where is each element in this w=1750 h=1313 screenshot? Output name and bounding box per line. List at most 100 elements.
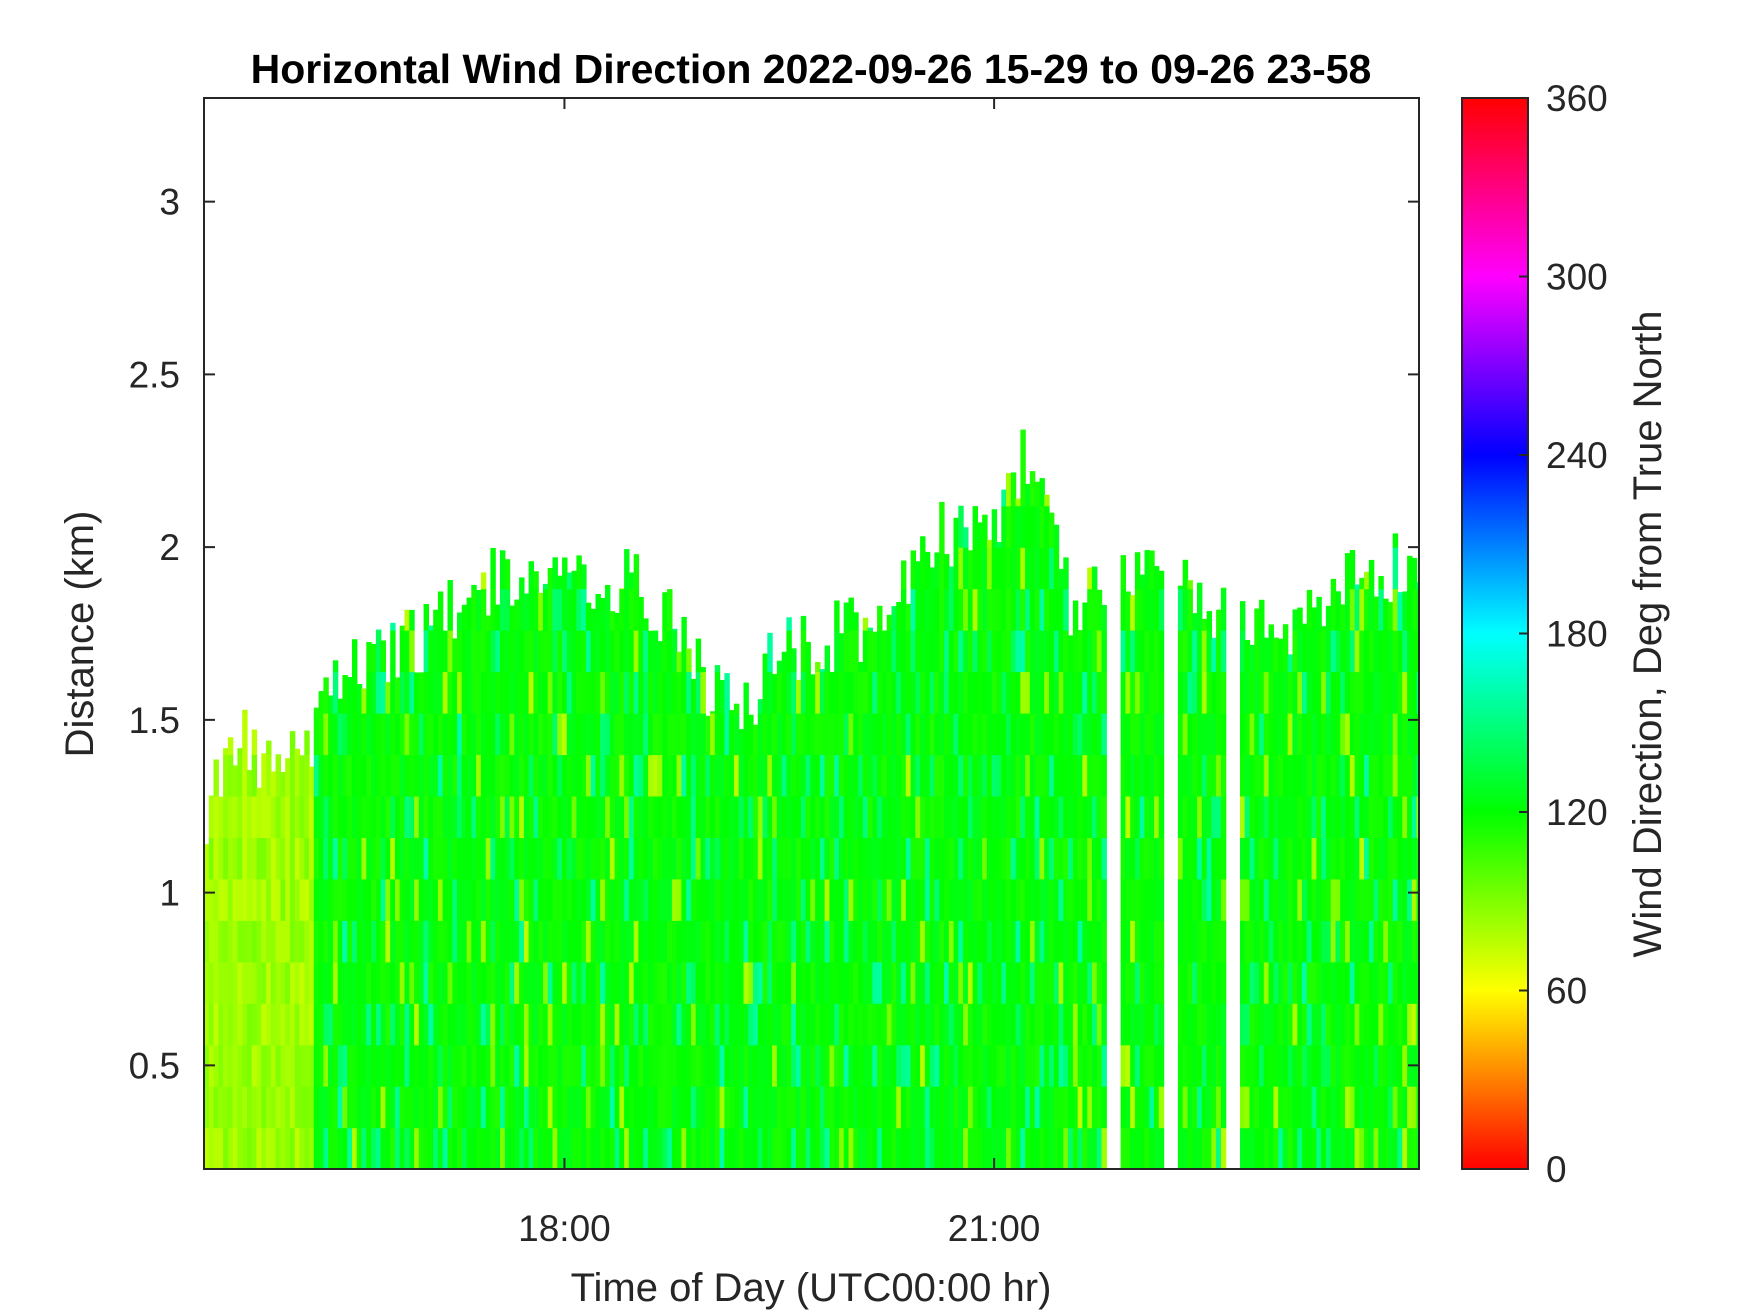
heatmap-cell [815, 961, 821, 1004]
heatmap-cell [514, 961, 520, 1004]
heatmap-cell [490, 878, 496, 921]
heatmap-cell [977, 671, 983, 714]
heatmap-cell [700, 1086, 706, 1129]
heatmap-cell [1197, 630, 1203, 673]
heatmap-cell [1201, 671, 1208, 714]
heatmap-cell [461, 878, 468, 921]
heatmap-cell [294, 748, 301, 755]
heatmap-cell [261, 754, 267, 797]
heatmap-cell [648, 1127, 654, 1169]
heatmap-cell [1411, 1127, 1418, 1169]
heatmap-cell [1010, 547, 1017, 590]
heatmap-cell [948, 920, 955, 963]
heatmap-cell [1392, 630, 1399, 673]
heatmap-cell [1053, 547, 1060, 590]
heatmap-cell [986, 547, 993, 590]
heatmap-cell [294, 878, 301, 921]
heatmap-cell [810, 1086, 816, 1129]
heatmap-cell [1201, 713, 1208, 756]
heatmap-cell [1216, 1044, 1222, 1087]
heatmap-cell [1373, 630, 1379, 673]
heatmap-cell [991, 713, 998, 756]
heatmap-cell [1130, 920, 1136, 963]
heatmap-cell [1010, 1003, 1017, 1046]
heatmap-cell [485, 878, 492, 921]
heatmap-cell [1177, 630, 1184, 673]
heatmap-cell [1206, 611, 1212, 631]
heatmap-cell [337, 1127, 344, 1169]
heatmap-cell [366, 642, 372, 673]
heatmap-cell [1383, 837, 1389, 880]
heatmap-cell [447, 1086, 453, 1129]
heatmap-cell [1407, 630, 1413, 673]
heatmap-cell [304, 920, 310, 963]
heatmap-cell [977, 961, 983, 1004]
heatmap-cell [867, 795, 873, 838]
heatmap-cell [1192, 1127, 1198, 1169]
heatmap-cell [829, 920, 835, 963]
heatmap-cell [275, 754, 281, 755]
heatmap-cell [533, 630, 539, 673]
heatmap-cell [261, 1003, 267, 1046]
heatmap-cell [380, 713, 386, 756]
heatmap-cell [247, 1003, 253, 1046]
heatmap-cell [862, 878, 869, 921]
heatmap-cell [447, 671, 453, 714]
heatmap-cell [1125, 754, 1131, 797]
heatmap-cell [986, 961, 993, 1004]
heatmap-cell [1020, 1127, 1026, 1169]
heatmap-cell [595, 754, 601, 797]
heatmap-cell [409, 713, 415, 756]
heatmap-cell [1354, 1127, 1360, 1169]
heatmap-cell [920, 754, 926, 797]
y-axis-ticks: 0.511.522.53 [129, 182, 1419, 1086]
heatmap-cell [538, 1086, 544, 1129]
heatmap-cell [1025, 588, 1031, 631]
heatmap-cell [313, 920, 320, 963]
heatmap-cell [1259, 1003, 1265, 1046]
heatmap-cell [924, 795, 931, 838]
heatmap-cell [328, 1003, 334, 1046]
heatmap-cell [1259, 1044, 1265, 1087]
heatmap-cell [509, 1127, 515, 1169]
heatmap-cell [1321, 878, 1327, 921]
heatmap-cell [1411, 1003, 1418, 1046]
heatmap-cell [585, 920, 592, 963]
heatmap-cell [929, 1086, 936, 1129]
heatmap-cell [839, 633, 845, 673]
heatmap-cell [920, 630, 926, 673]
heatmap-cell [1020, 547, 1026, 590]
heatmap-cell [480, 588, 487, 631]
heatmap-cell [423, 1003, 429, 1046]
heatmap-cell [585, 713, 592, 756]
heatmap-cell [242, 1127, 248, 1169]
heatmap-cell [1096, 1044, 1103, 1087]
heatmap-cell [1177, 1044, 1184, 1087]
heatmap-cell [452, 961, 458, 1004]
heatmap-cell [977, 588, 983, 631]
heatmap-cell [581, 878, 587, 921]
heatmap-cell [776, 671, 783, 714]
heatmap-cell [1101, 795, 1107, 838]
heatmap-cell [944, 754, 950, 797]
x-axis-ticks: 18:00 21:00 [518, 98, 1040, 1249]
heatmap-cell [1182, 961, 1189, 1004]
heatmap-cell [762, 671, 768, 714]
heatmap-cell [1029, 505, 1036, 548]
heatmap-cell [323, 1003, 329, 1046]
heatmap-cell [605, 1044, 611, 1087]
heatmap-cell [433, 1044, 439, 1087]
heatmap-cell [557, 588, 563, 631]
heatmap-cell [1287, 713, 1294, 756]
heatmap-cell [571, 630, 577, 673]
heatmap-cell [1388, 920, 1394, 963]
heatmap-cell [1354, 1086, 1360, 1129]
heatmap-cell [991, 795, 998, 838]
heatmap-cell [924, 1044, 931, 1087]
heatmap-cell [585, 1044, 592, 1087]
heatmap-cell [643, 754, 649, 797]
heatmap-cell [710, 754, 716, 797]
heatmap-cell [385, 878, 391, 921]
heatmap-cell [1049, 1003, 1055, 1046]
heatmap-cell [953, 878, 959, 921]
